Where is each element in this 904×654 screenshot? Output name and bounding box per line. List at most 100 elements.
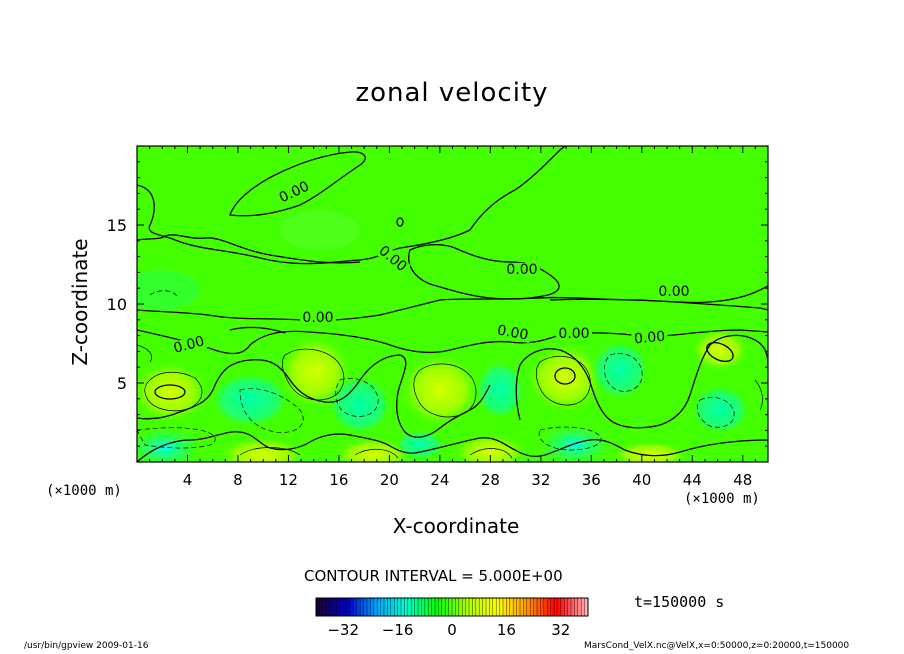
colorbar-cell <box>428 598 432 616</box>
colorbar-cell <box>339 598 344 616</box>
colorbar-cell <box>550 598 555 616</box>
colorbar-cell <box>377 598 381 616</box>
contour-line <box>696 397 735 428</box>
colorbar-cell <box>506 598 511 616</box>
colorbar-cell <box>326 598 330 616</box>
contour-line <box>706 341 734 363</box>
contour-line <box>469 448 513 459</box>
x-tick-label: 24 <box>430 471 449 489</box>
positive-cell <box>217 437 307 462</box>
contour-line <box>137 329 768 355</box>
contour-label: 0.00 <box>506 262 537 278</box>
contour-line <box>754 379 763 411</box>
colorbar-cell <box>547 598 551 616</box>
contour-line <box>239 388 304 433</box>
colorbar-cell <box>333 598 337 616</box>
x-unit-left: (×1000 m) <box>46 483 122 499</box>
contour-line <box>281 348 345 401</box>
negative-cell <box>210 372 290 428</box>
colorbar-cell <box>479 598 483 616</box>
colorbar-cell <box>431 598 436 616</box>
x-tick-label: 32 <box>531 471 550 489</box>
colorbar-cell <box>520 598 524 616</box>
negative-cell <box>690 385 750 435</box>
colorbar-cell <box>458 598 463 616</box>
colorbar-cell <box>407 598 412 616</box>
colorbar-cell <box>373 598 378 616</box>
colorbar-cell <box>390 598 395 616</box>
negative-cell <box>328 375 392 435</box>
contour-line <box>229 151 366 217</box>
colorbar-cell <box>564 598 568 616</box>
x-tick-label: 4 <box>183 471 193 489</box>
colorbar-cell <box>560 598 565 616</box>
positive-cell <box>137 360 210 424</box>
colorbar-cell <box>384 598 388 616</box>
y-tick-label: 10 <box>107 295 127 314</box>
colorbar-cell <box>401 598 405 616</box>
colorbar-cell <box>452 598 456 616</box>
colorbar-cell <box>543 598 548 616</box>
colorbar-cell <box>482 598 487 616</box>
colorbar-cell <box>492 598 497 616</box>
contour-label-bg <box>631 329 669 347</box>
negative-cell <box>540 425 610 462</box>
x-axis-label: X-coordinate <box>392 514 520 538</box>
contour-label: 0.00 <box>633 329 665 348</box>
contour-label-bg <box>300 311 336 325</box>
colorbar-cell <box>343 598 347 616</box>
upper-cell <box>137 270 200 310</box>
colorbar-cell <box>530 598 534 616</box>
contour-field <box>137 146 768 462</box>
colorbar-cell <box>350 598 354 616</box>
colorbar-cell <box>526 598 531 616</box>
contour-label: 0.00 <box>496 322 529 343</box>
y-tick-label: 5 <box>117 374 127 393</box>
colorbar-cell <box>329 598 334 616</box>
contour-line <box>335 378 379 417</box>
colorbar-cell <box>469 598 473 616</box>
colorbar-tick-label: 16 <box>497 621 516 639</box>
positive-cell <box>690 328 750 372</box>
colorbar-cell <box>370 598 375 616</box>
y-axis-label: Z-coordinate <box>68 238 92 366</box>
colorbar-cell <box>353 598 358 616</box>
colorbar-cell <box>496 598 500 616</box>
contour-label-bg <box>169 333 209 357</box>
colorbar-cell <box>533 598 538 616</box>
y-tick-label: 15 <box>107 216 127 235</box>
colorbar-cell <box>336 598 341 616</box>
colorbar-cell <box>438 598 443 616</box>
colorbar-cell <box>577 598 582 616</box>
colorbar-cell <box>571 598 575 616</box>
x-tick-label: 8 <box>233 471 243 489</box>
colorbar-cell <box>462 598 466 616</box>
negative-cell <box>475 360 525 420</box>
colorbar-cell <box>418 598 422 616</box>
positive-cell <box>452 434 528 462</box>
negative-cell <box>590 340 650 400</box>
contour-line <box>396 217 404 227</box>
contour-line <box>549 285 768 304</box>
colorbar-cell <box>367 598 371 616</box>
y-axis: 5 10 15 <box>107 161 768 447</box>
positive-cell <box>610 441 690 462</box>
colorbar-cell <box>509 598 514 616</box>
colorbar-cell <box>380 598 385 616</box>
colorbar-cell <box>455 598 460 616</box>
contour-label: 0.00 <box>658 284 689 300</box>
colorbar-cell <box>411 598 415 616</box>
contour-line <box>538 426 602 451</box>
x-tick-label: 44 <box>683 471 702 489</box>
contour-line <box>137 234 361 264</box>
colorbar-tick-label: 32 <box>551 621 570 639</box>
colorbar-cell <box>537 598 541 616</box>
colorbar-cell <box>387 598 392 616</box>
contour-label: 0.00 <box>172 333 206 357</box>
colorbar-cell <box>424 598 429 616</box>
colorbar-tick-label: 0 <box>447 621 457 639</box>
colorbar-cell <box>356 598 361 616</box>
colorbar-cell <box>316 598 320 616</box>
chart-title: zonal velocity <box>355 78 549 108</box>
